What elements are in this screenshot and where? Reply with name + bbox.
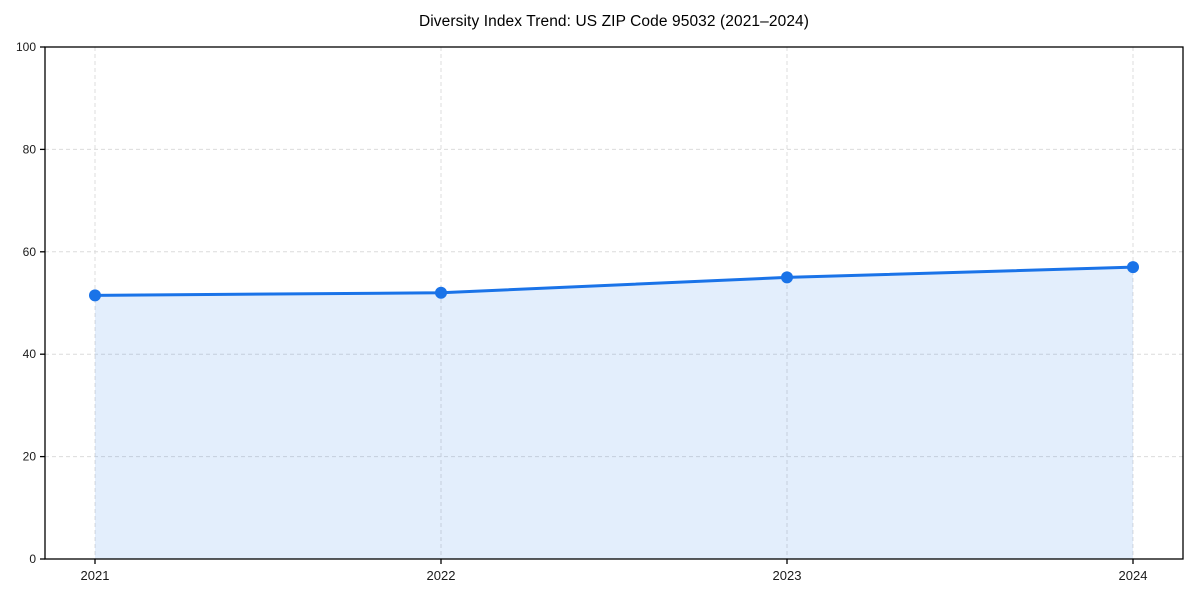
y-tick-label: 100 — [16, 40, 36, 54]
y-tick-label: 80 — [23, 142, 37, 156]
area-fill — [95, 267, 1133, 559]
x-tick-label: 2023 — [773, 568, 802, 583]
y-tick-label: 0 — [29, 552, 36, 566]
y-tick-label: 20 — [23, 450, 37, 464]
x-tick-label: 2022 — [427, 568, 456, 583]
x-tick-label: 2024 — [1119, 568, 1148, 583]
y-tick-label: 40 — [23, 347, 37, 361]
x-tick-label: 2021 — [81, 568, 110, 583]
data-point-2024 — [1127, 261, 1139, 274]
data-point-2023 — [781, 271, 793, 284]
chart-title: Diversity Index Trend: US ZIP Code 95032… — [418, 13, 810, 30]
plot-border — [44, 46, 1184, 560]
data-point-2022 — [435, 286, 447, 299]
y-tick-label: 60 — [23, 245, 37, 259]
data-point-2021 — [89, 289, 101, 302]
trend-line — [93, 265, 1135, 297]
